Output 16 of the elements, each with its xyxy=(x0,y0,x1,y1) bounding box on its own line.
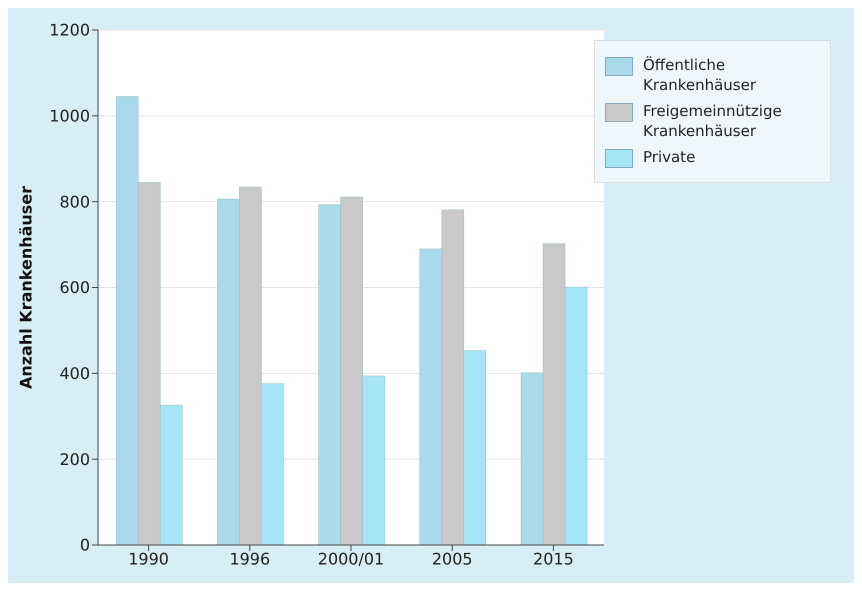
legend-label: Öffentliche Krankenhäuser xyxy=(643,55,758,95)
x-tick-label: 1990 xyxy=(128,549,169,568)
y-tick-label: 1200 xyxy=(49,20,90,40)
y-tick-label: 0 xyxy=(80,536,90,555)
y-axis-title: Anzahl Krankenhäuser xyxy=(16,186,36,390)
y-tick-label: 800 xyxy=(59,192,90,212)
y-tick-label: 400 xyxy=(59,364,90,384)
x-tick-label: 1996 xyxy=(229,549,270,568)
x-tick-label: 2000/01 xyxy=(318,549,384,568)
y-tick-label: 1000 xyxy=(49,106,90,126)
legend-label: Private xyxy=(643,147,696,167)
y-tick-label: 200 xyxy=(59,450,90,469)
legend-label: Freigemeinnützige Krankenhäuser xyxy=(643,101,783,141)
x-tick-label: 2005 xyxy=(432,549,473,568)
x-tick-label: 2015 xyxy=(533,549,574,568)
y-tick-label: 600 xyxy=(59,278,90,298)
